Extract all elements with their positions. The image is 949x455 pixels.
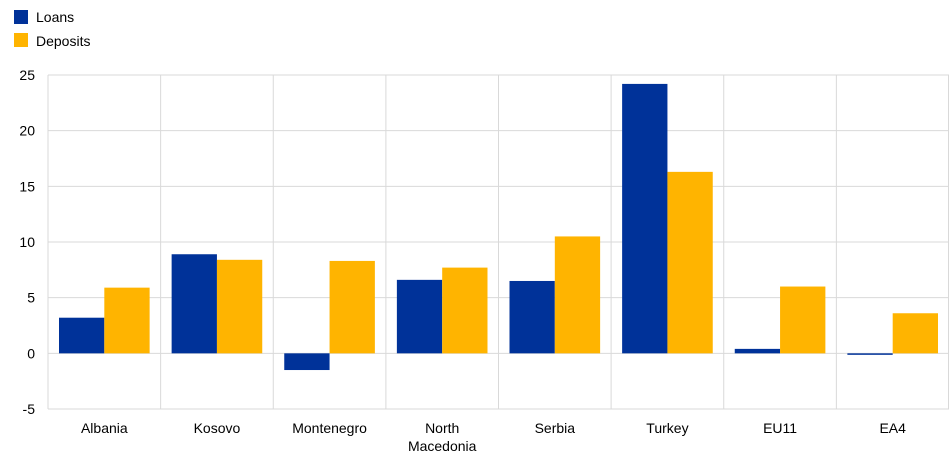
x-axis: Albania Kosovo Montenegro North Macedonia Ser… (81, 420, 906, 454)
bar-deposits-turkey (667, 171, 713, 354)
grid-layer (47, 74, 949, 410)
x-tick-label: Montenegro (292, 420, 367, 436)
bar-loans-albania (59, 317, 105, 354)
x-tick-label: EA4 (879, 420, 906, 436)
bar-loans-kosovo (171, 254, 217, 354)
bar-deposits-ea4 (892, 313, 938, 354)
bar-deposits-montenegro (329, 260, 375, 354)
legend-swatch-loans (14, 10, 28, 24)
bar-loans-serbia (509, 280, 555, 354)
x-tick-label: EU11 (763, 420, 797, 436)
legend-label-deposits: Deposits (36, 33, 90, 49)
y-tick-label: 15 (19, 178, 35, 194)
bar-loans-north-macedonia (396, 279, 443, 354)
x-tick-label: Serbia (535, 420, 576, 436)
y-axis: -5 0 5 10 15 20 25 (19, 67, 35, 417)
y-tick-label: 5 (27, 290, 35, 306)
bar-deposits-albania (104, 287, 150, 354)
bar-deposits-kosovo (216, 259, 263, 354)
y-tick-label: 0 (27, 345, 35, 361)
y-tick-label: 20 (19, 123, 35, 139)
legend-label-loans: Loans (36, 9, 74, 25)
x-tick-label: North Macedonia (408, 420, 477, 454)
x-tick-label: Turkey (646, 420, 688, 436)
bars-layer (59, 83, 938, 371)
bar-deposits-serbia (554, 236, 601, 354)
x-tick-label: Kosovo (194, 420, 241, 436)
bar-loans-turkey (622, 83, 668, 354)
legend: Loans Deposits (14, 9, 90, 49)
bar-deposits-eu11 (780, 286, 826, 354)
y-tick-label: 10 (19, 234, 35, 250)
x-tick-label: Albania (81, 420, 128, 436)
legend-swatch-deposits (14, 33, 28, 47)
bar-loans-ea4 (847, 353, 893, 355)
bar-loans-montenegro (284, 353, 330, 371)
y-tick-label: 25 (19, 67, 35, 83)
y-tick-label: -5 (23, 401, 36, 417)
bar-loans-eu11 (734, 348, 781, 354)
bar-deposits-north-macedonia (442, 267, 488, 354)
